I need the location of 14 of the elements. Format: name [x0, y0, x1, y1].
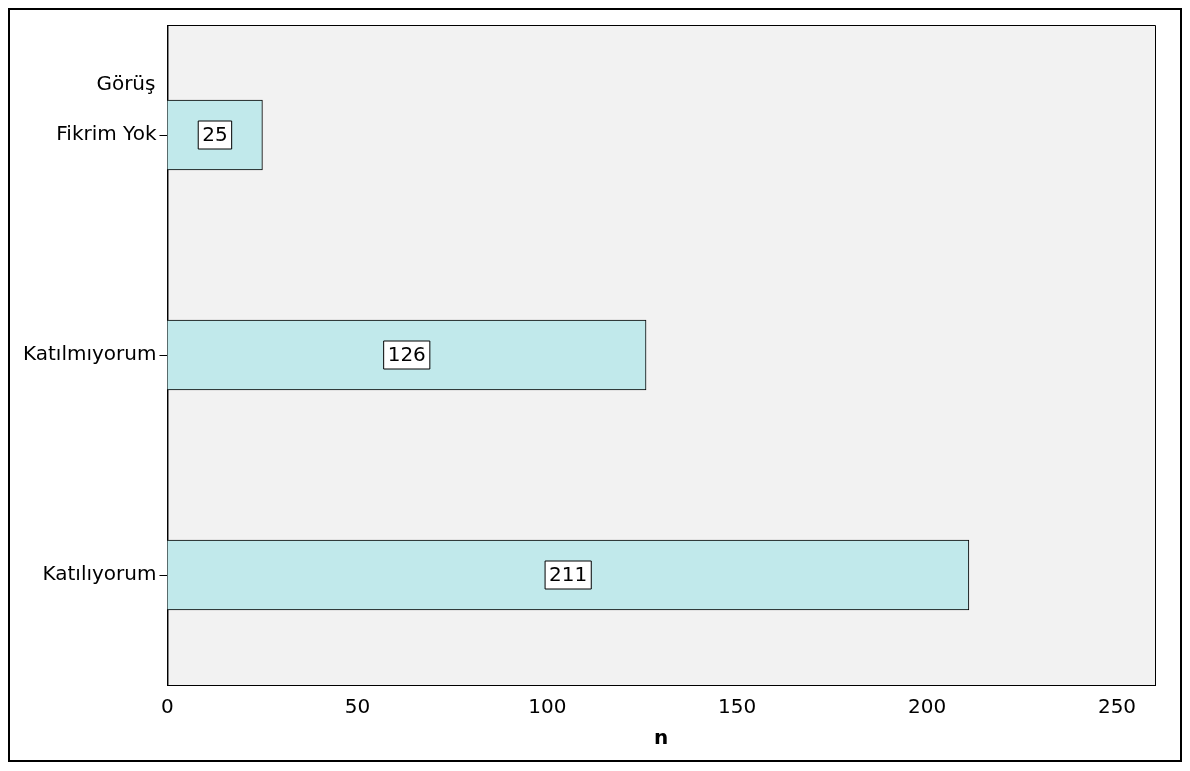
x-tick-label: 0: [161, 694, 174, 719]
y-tick-label: Katılmıyorum: [23, 341, 157, 366]
data-label: 211: [549, 562, 588, 587]
x-tick-label: 150: [718, 694, 757, 719]
x-axis-title: n: [654, 725, 669, 750]
x-tick-label: 100: [528, 694, 567, 719]
data-label: 126: [387, 342, 426, 367]
y-tick-label: Fikrim Yok: [56, 121, 157, 146]
x-tick-label: 200: [908, 694, 947, 719]
x-tick-label: 50: [344, 694, 371, 719]
y-axis-title: Görüş: [96, 71, 156, 96]
y-tick-label: Katılıyorum: [42, 561, 157, 586]
data-label: 25: [202, 122, 228, 147]
x-tick-label: 250: [1097, 694, 1137, 719]
